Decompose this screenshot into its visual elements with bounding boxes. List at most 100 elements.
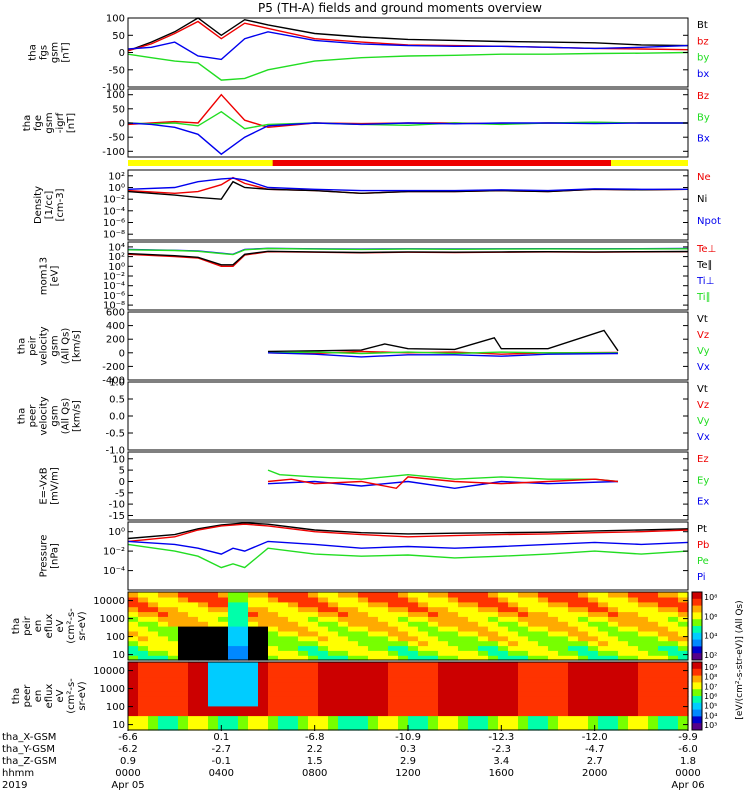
y-tick-label: 10⁰ [108,183,125,194]
spectrogram-cell [608,592,619,598]
spectrogram-cell [358,705,369,712]
spectrogram-cell [318,626,329,632]
spectrogram-cell [128,635,139,642]
spectrogram-cell [228,681,239,687]
spectrogram-cell [558,606,569,613]
spectrogram-cell [618,681,629,687]
legend-entry: by [697,53,709,64]
spectrogram-cell [458,671,469,678]
spectrogram-cell [228,725,239,731]
spectrogram-cell [318,696,329,702]
spectrogram-cell [678,710,689,717]
spectrogram-cell [558,715,569,721]
spectrogram-cell [258,616,269,622]
spectrogram-cell [628,611,639,617]
x-tick-label: 0800 [302,768,327,779]
series-line-fgs-3 [127,31,689,61]
spectrogram-cell [208,686,219,692]
spectrogram-cell [138,705,149,712]
spectrogram-cell [148,611,159,617]
spectrogram-cell [548,611,559,617]
spectrogram-cell [158,650,169,656]
y-axis-label: (cm²-s- [66,678,77,714]
x-tick-label: -6.8 [305,732,325,743]
spectrogram-cell [398,720,409,726]
spectrogram-cell [338,715,349,721]
spectrogram-cell [558,635,569,642]
spectrogram-cell [428,592,439,598]
spectrogram-cell [368,645,379,651]
spectrogram-cell [128,666,139,673]
spectrogram-cell [318,611,329,617]
y-axis-label: tha [22,115,33,131]
spectrogram-cell [528,606,539,613]
spectrogram-cell [498,671,509,678]
spectrogram-cell [348,700,359,707]
spectrogram-cell [588,596,599,603]
x-axis-row-label: 2019 [2,780,27,791]
spectrogram-cell [168,710,179,717]
spectrogram-cell [238,705,249,712]
spectrogram-cell [278,645,289,651]
spectrogram-cell [648,596,659,603]
spectrogram-cell [458,626,469,632]
spectrogram-cell [648,681,659,687]
spectrogram-cell [568,720,579,726]
spectrogram-cell [338,666,349,673]
spectrogram-cell [178,650,189,656]
spectrogram-cell [608,696,619,702]
spectrogram-cell [378,662,389,668]
spectrogram-cell [288,666,299,673]
spectrogram-cell [558,666,569,673]
colorbar-segment [692,598,702,607]
spectrogram-cell [178,621,189,627]
spectrogram-cell [338,650,349,656]
spectrogram-cell [518,596,529,603]
spectrogram-cell [608,650,619,656]
spectrogram-cell [508,640,519,647]
spectrogram-cell [558,616,569,622]
spectrogram-cell [418,662,429,668]
spectrogram-cell [378,626,389,632]
spectrogram-cell [218,696,229,702]
series-line-peir-3 [267,352,619,358]
spectrogram-cell [538,630,549,637]
spectrogram-cell [678,725,689,731]
spectrogram-cell [478,725,489,731]
quality-bar [128,160,688,166]
spectrogram-cell [378,640,389,647]
y-tick-label: 1000 [100,614,125,625]
spectrogram-cell [398,601,409,608]
spectrogram-cell [428,611,439,617]
y-tick-label: 10⁻⁸ [103,230,125,241]
spectrogram-cell [528,700,539,707]
colorbar-tick-label: 10⁷ [704,682,717,691]
y-axis-label: sr-eV) [77,681,88,710]
y-axis-label: tha [28,44,39,60]
spectrogram-cell [428,606,439,613]
spectrogram-cell [248,601,259,608]
spectrogram-cell [458,655,469,661]
legend-entry: Bx [697,134,710,145]
spectrogram-cell [278,592,289,598]
spectrogram-cell [558,710,569,717]
spectrogram-cell [258,626,269,632]
y-axis-label: peer [22,684,33,708]
spectrogram-cell [648,645,659,651]
spectrogram-cell [338,596,349,603]
spectrogram-cell [548,626,559,632]
spectrogram-cell [348,650,359,656]
y-tick-label: -5 [115,488,125,499]
spectrogram-cell [678,596,689,603]
x-axis-row-label: tha_Y-GSM [2,744,55,755]
spectrogram-cell [588,621,599,627]
y-axis-label: -igrf [55,112,66,133]
spectrogram-cell [238,720,249,726]
spectrogram-cell [478,662,489,668]
spectrogram-cell [458,611,469,617]
spectrogram-cell [378,696,389,702]
y-axis-label: en [33,620,44,633]
spectrogram-cell [248,640,259,647]
spectrogram-cell [638,616,649,622]
spectrogram-cell [158,611,169,617]
